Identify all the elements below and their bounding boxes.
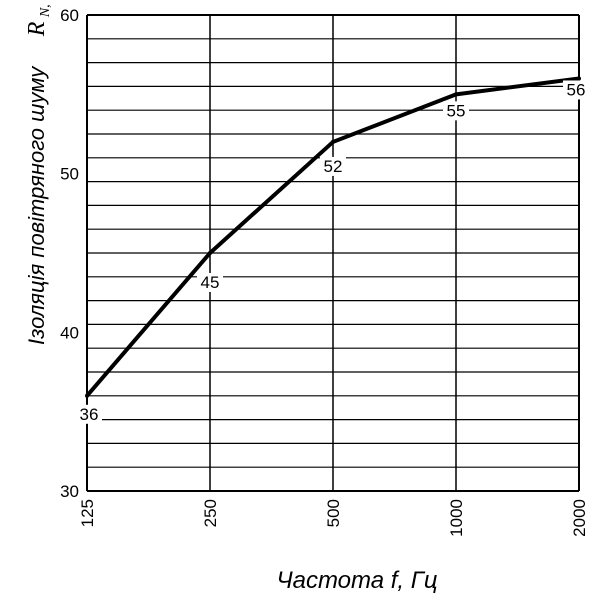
svg-text:Ізоляція повітряного шуму: Ізоляція повітряного шуму R N, дБ	[24, 0, 53, 345]
y-axis-symbol-subscript: N,	[38, 4, 53, 18]
data-label-bg	[76, 404, 102, 424]
y-tick-label: 30	[60, 482, 79, 501]
data-label: 36	[80, 405, 99, 424]
x-tick-label: 500	[324, 499, 343, 527]
data-label-bg	[320, 156, 346, 176]
data-label: 55	[447, 101, 466, 120]
data-point	[577, 76, 581, 81]
data-point	[85, 393, 89, 398]
data-label-bg	[197, 273, 223, 292]
data-label: 52	[324, 157, 343, 176]
x-tick-label: 2000	[570, 499, 589, 537]
y-axis-symbol: R	[24, 21, 50, 37]
y-axis-title: Ізоляція повітряного шуму R N, дБ	[24, 0, 53, 345]
x-tick-label: 250	[201, 499, 220, 527]
x-tick-label: 1000	[447, 499, 466, 537]
y-tick-label: 50	[60, 165, 79, 184]
x-tick-label: 125	[78, 499, 97, 527]
data-label-bg	[443, 101, 469, 121]
data-label-bg	[563, 80, 589, 100]
data-point	[454, 92, 458, 97]
y-tick-label: 60	[60, 6, 79, 25]
data-label: 56	[567, 80, 586, 99]
y-tick-label: 40	[60, 323, 79, 342]
data-point	[331, 139, 335, 144]
plot-area	[85, 76, 581, 398]
data-label: 45	[201, 273, 220, 292]
labels: 30 40 50 60 125 250 500 1000 2000 36 45 52 55 56	[60, 6, 589, 537]
data-point	[208, 251, 212, 255]
x-axis-label: Частота f, Гц	[276, 567, 437, 593]
y-axis-label: Ізоляція повітряного шуму	[24, 65, 49, 345]
